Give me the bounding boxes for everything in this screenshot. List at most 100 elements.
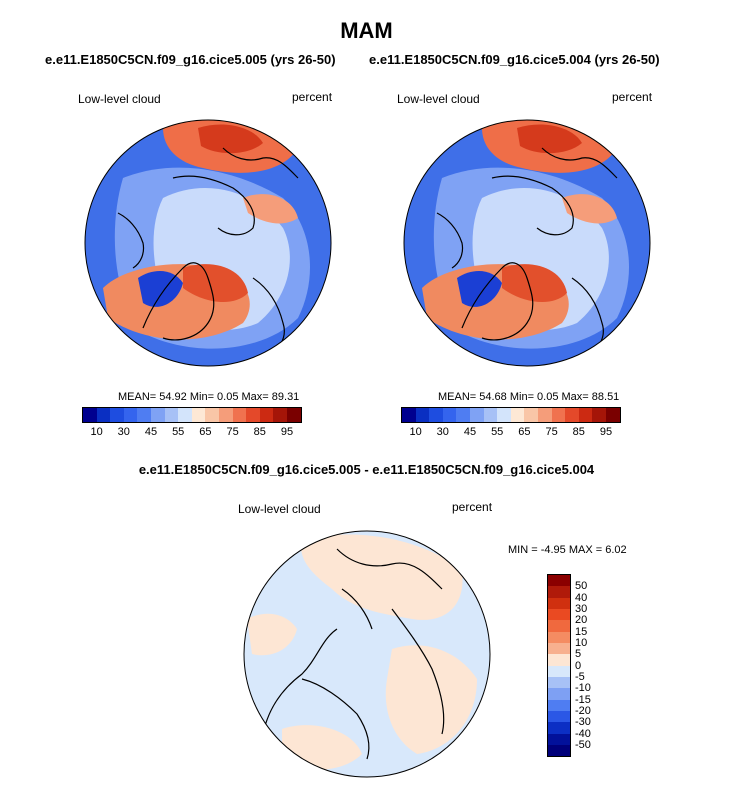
diff-colorbar-swatch: [548, 733, 570, 745]
diff-colorbar-swatch: [548, 665, 570, 677]
diff-colorbar-tick-label: -30: [575, 716, 591, 729]
diff-colorbar-tick-label: 10: [575, 636, 588, 649]
panel-2-colorbar-tick-label: 30: [436, 426, 449, 438]
panel-1-region-atlantic-core: [183, 264, 248, 303]
panel-1-field-label: Low-level cloud: [78, 92, 161, 106]
diff-colorbar-tick-label: 30: [575, 602, 588, 615]
panel-2-polar-map: [403, 119, 651, 367]
panel-2-map-border: [403, 119, 651, 367]
panel-2-colorbar-swatch: [402, 408, 416, 422]
panel-2-colorbar-swatch: [429, 408, 443, 422]
panel-1-colorbar-swatch: [137, 408, 151, 422]
panel-2-colorbar-swatch: [592, 408, 606, 422]
diff-colorbar-tick-label: 15: [575, 625, 588, 638]
diff-colorbar-swatch: [548, 608, 570, 621]
panel-2-stats: MEAN= 54.68 Min= 0.05 Max= 88.51: [438, 391, 620, 403]
diff-title: e.e11.E1850C5CN.f09_g16.cice5.005 - e.e1…: [138, 462, 595, 477]
panel-1-colorbar-tick-label: 85: [253, 426, 266, 438]
panel-1-colorbar-swatch: [246, 408, 260, 422]
panel-2-colorbar-swatch: [497, 408, 511, 422]
panel-2-colorbar-swatch: [442, 408, 457, 422]
panel-2-colorbar-tick-label: 95: [599, 426, 613, 438]
diff-colorbar-tick-label: -50: [575, 738, 591, 751]
panel-1-colorbar-swatch: [83, 408, 97, 422]
diff-units-label: percent: [452, 500, 493, 514]
diff-colorbar-tick-label: -40: [575, 727, 591, 740]
diff-colorbar-tick-label: 50: [575, 580, 588, 593]
panel-1-colorbar-tick-label: 30: [117, 426, 130, 438]
diff-stats: MIN = -4.95 MAX = 6.02: [508, 544, 627, 556]
panel-2-colorbar-swatch: [551, 408, 566, 422]
diff-region-positive-north: [301, 534, 463, 620]
panel-2-colorbar: [401, 407, 621, 423]
panel-2-colorbar-swatch: [578, 408, 593, 422]
diff-colorbar-swatch: [548, 586, 570, 598]
main-title: MAM: [340, 18, 393, 43]
panel-1-colorbar-swatch: [218, 408, 233, 422]
panel-2-colorbar-tick-label: 85: [572, 426, 585, 438]
panel-1-colorbar-tick-label: 10: [90, 426, 103, 438]
panel-2-colorbar-swatch: [524, 408, 538, 422]
diff-colorbar-swatch: [548, 654, 570, 666]
panel-2-colorbar-tick-label: 65: [518, 426, 531, 438]
diff-colorbar-swatch: [548, 744, 570, 757]
panel-1-colorbar-swatch: [178, 408, 192, 422]
panel-1-case-title: e.e11.E1850C5CN.f09_g16.cice5.005 (yrs 2…: [45, 52, 336, 67]
panel-1-colorbar-tick-label: 95: [280, 426, 294, 438]
panel-1-units-label: percent: [292, 90, 333, 104]
panel-1-colorbar-tick-label: 45: [144, 426, 158, 438]
panel-2-case-title: e.e11.E1850C5CN.f09_g16.cice5.004 (yrs 2…: [369, 52, 660, 67]
panel-1-stats: MEAN= 54.92 Min= 0.05 Max= 89.31: [118, 391, 300, 403]
panel-2-colorbar-swatch: [415, 408, 430, 422]
panel-2-colorbar-swatch: [483, 408, 498, 422]
diff-colorbar-tick-label: 20: [575, 614, 588, 627]
diff-colorbar-swatch: [548, 631, 570, 643]
panel-1-region-pacific-red: [243, 194, 298, 224]
panel-2-colorbar-swatch: [510, 408, 525, 422]
panel-1-polar-map: [84, 119, 332, 367]
panel-1-colorbar-tick-label: 65: [199, 426, 212, 438]
diff-coastlines: [261, 548, 445, 760]
panel-2-colorbar-swatch: [605, 408, 620, 422]
panel-1-colorbar-swatch: [273, 408, 287, 422]
panel-2-field-label: Low-level cloud: [397, 92, 480, 106]
panel-1-map-border: [84, 119, 332, 367]
panel-1-colorbar-swatch: [164, 408, 179, 422]
panel-1-colorbar-swatch: [191, 408, 206, 422]
diff-field-label: Low-level cloud: [238, 502, 321, 516]
panel-2-colorbar-tick-label: 55: [491, 426, 504, 438]
diff-region-positive-east: [385, 645, 477, 754]
diff-colorbar-tick-label: 0: [575, 659, 582, 672]
diff-colorbar-swatch: [548, 597, 570, 609]
diff-colorbar-swatch: [548, 688, 570, 700]
diff-colorbar-swatch: [548, 676, 570, 689]
panel-1-colorbar-tick-label: 55: [172, 426, 185, 438]
diff-colorbar-swatch: [548, 699, 570, 711]
panel-2-region-atlantic-core: [502, 264, 567, 303]
panel-1-colorbar-tick-label: 75: [226, 426, 239, 438]
panel-2-units-label: percent: [612, 90, 653, 104]
diff-colorbar-swatch: [548, 722, 570, 734]
panel-2-colorbar-swatch: [469, 408, 484, 422]
panel-2-colorbar-swatch: [456, 408, 470, 422]
panel-1-colorbar-swatch: [96, 408, 111, 422]
panel-1-colorbar: [82, 407, 302, 423]
diff-colorbar-tick-label: -20: [575, 704, 591, 717]
diff-colorbar-swatch: [548, 575, 570, 587]
diff-colorbar-swatch: [548, 620, 570, 632]
panel-2-region-pacific-red: [562, 194, 617, 224]
diff-colorbar-swatch: [548, 710, 570, 723]
panel-1-colorbar-swatch: [150, 408, 165, 422]
diff-colorbar-tick-label: -15: [575, 693, 591, 706]
diff-colorbar-tick-label: 5: [575, 648, 582, 661]
panel-2-colorbar-swatch: [565, 408, 579, 422]
panel-1-colorbar-swatch: [110, 408, 124, 422]
panel-2-colorbar-swatch: [537, 408, 552, 422]
diff-colorbar-swatch: [548, 642, 570, 655]
panel-1-colorbar-swatch: [286, 408, 301, 422]
diff-colorbar-tick-label: -10: [575, 682, 591, 695]
diff-colorbar: [547, 574, 571, 758]
diff-map-border: [243, 530, 491, 778]
diff-colorbar-tick-label: -5: [575, 670, 585, 683]
panel-1-region-siberia-core: [198, 124, 263, 154]
